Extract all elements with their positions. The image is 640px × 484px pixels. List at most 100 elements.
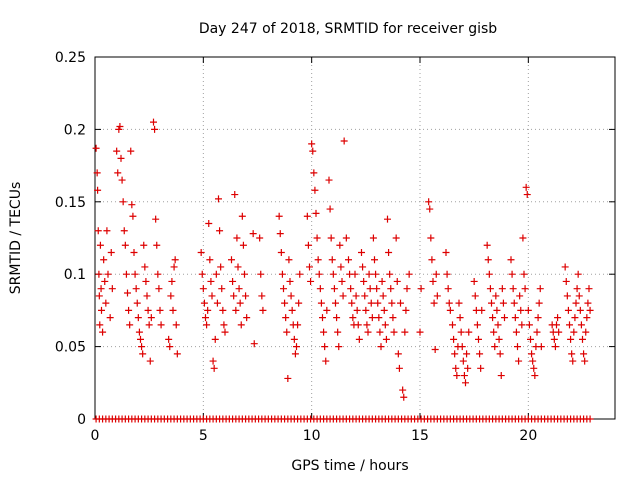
data-point <box>208 292 216 300</box>
data-point <box>231 191 239 199</box>
data-point <box>492 292 500 300</box>
data-point <box>206 256 214 264</box>
data-point <box>453 372 461 380</box>
data-point <box>562 277 570 285</box>
data-point <box>533 328 541 336</box>
data-point <box>393 277 401 285</box>
data-point <box>325 176 333 184</box>
data-point <box>515 357 523 365</box>
data-point <box>369 234 377 242</box>
data-point <box>567 335 575 343</box>
data-point <box>133 299 141 307</box>
data-point <box>281 299 289 307</box>
data-point <box>517 306 525 314</box>
data-point <box>339 292 347 300</box>
data-point <box>478 306 486 314</box>
data-point <box>405 270 413 278</box>
data-point <box>363 321 371 329</box>
data-point <box>250 340 258 348</box>
data-point <box>428 256 436 264</box>
data-point <box>156 306 164 314</box>
data-point <box>100 256 108 264</box>
data-point <box>130 248 138 256</box>
data-point <box>141 263 149 271</box>
data-point <box>416 328 424 336</box>
data-point <box>328 256 336 264</box>
data-point <box>569 357 577 365</box>
data-point <box>351 270 359 278</box>
data-point <box>425 198 433 206</box>
data-point <box>563 292 571 300</box>
data-point <box>463 350 471 358</box>
data-point <box>465 328 473 336</box>
data-point <box>491 343 499 351</box>
data-point <box>243 314 251 322</box>
data-point <box>368 314 376 322</box>
data-point <box>239 241 247 249</box>
data-point <box>520 270 528 278</box>
data-point <box>401 328 409 336</box>
data-point <box>147 314 155 322</box>
data-point <box>114 169 122 177</box>
data-point <box>113 147 121 155</box>
data-point <box>249 230 257 238</box>
data-point <box>497 372 505 380</box>
x-tick-label: 5 <box>199 428 208 444</box>
data-point <box>218 285 226 293</box>
chart-title: Day 247 of 2018, SRMTID for receiver gis… <box>199 21 497 37</box>
data-point <box>584 299 592 307</box>
data-point <box>518 321 526 329</box>
data-point <box>345 256 352 264</box>
data-point <box>229 277 237 285</box>
data-point <box>510 299 518 307</box>
data-point <box>390 328 398 336</box>
data-point <box>374 299 382 307</box>
data-point <box>137 335 144 343</box>
data-point <box>152 215 160 223</box>
data-point <box>354 321 362 329</box>
data-markers <box>92 118 594 423</box>
data-point <box>127 147 135 155</box>
zero-data-point <box>586 415 594 423</box>
data-point <box>277 248 285 256</box>
axis-ticks: 0 0.05 0.1 0.15 0.2 0.25 0 5 10 15 20 <box>55 50 615 444</box>
data-point <box>209 357 217 365</box>
data-point <box>573 285 581 293</box>
data-point <box>483 241 491 249</box>
data-point <box>340 137 348 145</box>
data-point <box>95 292 103 300</box>
data-point <box>360 277 368 285</box>
data-point <box>220 321 228 329</box>
data-point <box>235 285 243 293</box>
data-point <box>445 299 453 307</box>
data-point <box>338 277 346 285</box>
data-point <box>380 306 388 314</box>
data-point <box>334 328 342 336</box>
data-point <box>530 364 538 372</box>
data-point <box>353 306 361 314</box>
data-point <box>207 277 215 285</box>
data-point <box>256 234 264 242</box>
data-point <box>375 314 383 322</box>
data-point <box>378 277 386 285</box>
data-point <box>306 263 313 271</box>
data-point <box>278 270 286 278</box>
data-point <box>429 277 437 285</box>
data-point <box>286 277 294 285</box>
data-point <box>572 299 580 307</box>
data-point <box>128 201 136 209</box>
data-point <box>516 292 524 300</box>
data-point <box>321 343 329 351</box>
data-point <box>459 357 467 365</box>
data-point <box>388 299 396 307</box>
data-point <box>92 144 100 152</box>
data-point <box>585 285 593 293</box>
data-point <box>126 321 134 329</box>
data-point <box>571 314 579 322</box>
data-point <box>550 335 558 343</box>
data-point <box>319 314 326 322</box>
data-point <box>296 270 304 278</box>
data-point <box>125 306 133 314</box>
data-point <box>476 350 484 358</box>
